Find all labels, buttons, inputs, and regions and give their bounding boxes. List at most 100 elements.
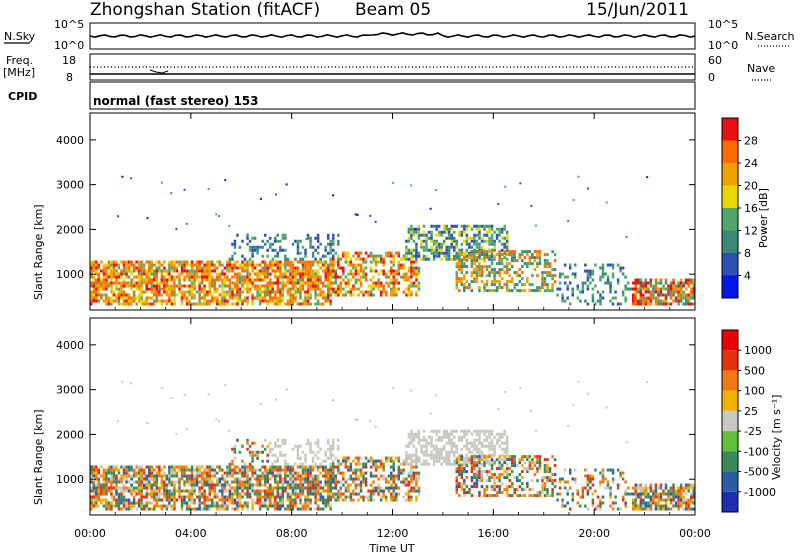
velocity-cell — [171, 493, 174, 496]
velocity-cell — [488, 479, 491, 482]
velocity-cell — [506, 485, 509, 488]
velocity-cell — [215, 418, 217, 420]
velocity-cell — [206, 472, 209, 475]
velocity-cell — [443, 448, 446, 451]
velocity-cell — [461, 455, 464, 458]
velocity-cell — [624, 502, 627, 505]
power-cell — [133, 282, 136, 285]
power-cell — [466, 286, 469, 289]
power-cell — [332, 237, 335, 240]
power-cell — [138, 288, 141, 291]
power-cell — [266, 249, 269, 252]
power-cell — [198, 285, 201, 288]
power-cell — [229, 297, 232, 300]
power-cell — [201, 279, 204, 282]
velocity-cell — [140, 469, 143, 472]
power-cell — [471, 256, 474, 259]
power-cell — [110, 261, 113, 264]
velocity-cell — [153, 469, 156, 472]
power-cell — [559, 276, 562, 279]
power-cell — [266, 276, 269, 279]
velocity-cell — [249, 445, 252, 448]
power-cell — [135, 276, 138, 279]
power-cell — [408, 267, 411, 270]
power-cell — [360, 291, 363, 294]
power-cell — [486, 274, 489, 277]
velocity-cell — [145, 475, 148, 478]
power-cell — [198, 267, 201, 270]
velocity-cell — [372, 466, 375, 469]
velocity-cell — [413, 472, 416, 475]
power-cell — [435, 243, 438, 246]
velocity-cell — [380, 487, 383, 490]
power-cell — [385, 276, 388, 279]
power-cell — [173, 291, 176, 294]
velocity-cell — [624, 481, 627, 484]
power-cell — [272, 267, 275, 270]
power-cell — [184, 189, 186, 191]
velocity-cell — [430, 436, 433, 439]
velocity-cell — [115, 487, 118, 490]
velocity-cell — [536, 491, 539, 494]
velocity-cell — [362, 463, 365, 466]
power-cell — [93, 270, 96, 273]
power-cell — [193, 279, 196, 282]
power-cell — [234, 252, 237, 255]
velocity-cell — [231, 508, 234, 511]
power-cell — [617, 279, 620, 282]
power-cell — [176, 267, 179, 270]
velocity-cell — [347, 484, 350, 487]
power-cell — [145, 276, 148, 279]
velocity-cell — [483, 494, 486, 497]
power-cell — [269, 282, 272, 285]
velocity-cell — [690, 484, 693, 487]
power-cell — [261, 297, 264, 300]
power-cell — [493, 277, 496, 280]
velocity-cell — [478, 470, 481, 473]
power-cell — [410, 225, 413, 228]
power-cell — [350, 273, 353, 276]
velocity-cell — [466, 485, 469, 488]
velocity-cell — [508, 485, 511, 488]
velocity-cell — [115, 481, 118, 484]
power-cell — [340, 285, 343, 288]
power-cell — [133, 270, 136, 273]
power-cell — [476, 243, 479, 246]
power-cell — [274, 276, 277, 279]
power-cell — [264, 288, 267, 291]
power-cell — [113, 273, 116, 276]
velocity-cell — [471, 445, 474, 448]
velocity-cell — [110, 478, 113, 481]
power-cell — [476, 234, 479, 237]
power-cell — [640, 303, 643, 306]
velocity-cell — [161, 508, 164, 511]
velocity-cell — [201, 496, 204, 499]
power-cell — [130, 261, 133, 264]
power-cell — [461, 253, 464, 256]
power-cell — [592, 270, 595, 273]
velocity-cell — [191, 472, 194, 475]
power-cell — [493, 246, 496, 249]
power-cell — [168, 276, 171, 279]
velocity-cell — [319, 496, 322, 499]
power-cell — [408, 237, 411, 240]
power-cell — [163, 261, 166, 264]
velocity-cell — [226, 484, 229, 487]
velocity-cell — [536, 458, 539, 461]
velocity-cell — [108, 472, 111, 475]
velocity-cell — [231, 502, 234, 505]
velocity-cell — [577, 502, 580, 505]
velocity-cell — [687, 502, 690, 505]
velocity-cell — [319, 487, 322, 490]
power-cell — [478, 234, 481, 237]
velocity-cell — [269, 478, 272, 481]
velocity-cell — [171, 490, 174, 493]
velocity-cell — [468, 448, 471, 451]
power-cell — [145, 303, 148, 306]
power-cell — [214, 297, 217, 300]
velocity-cell — [143, 475, 146, 478]
velocity-cell — [208, 499, 211, 502]
velocity-cell — [398, 487, 401, 490]
power-cell — [471, 289, 474, 292]
